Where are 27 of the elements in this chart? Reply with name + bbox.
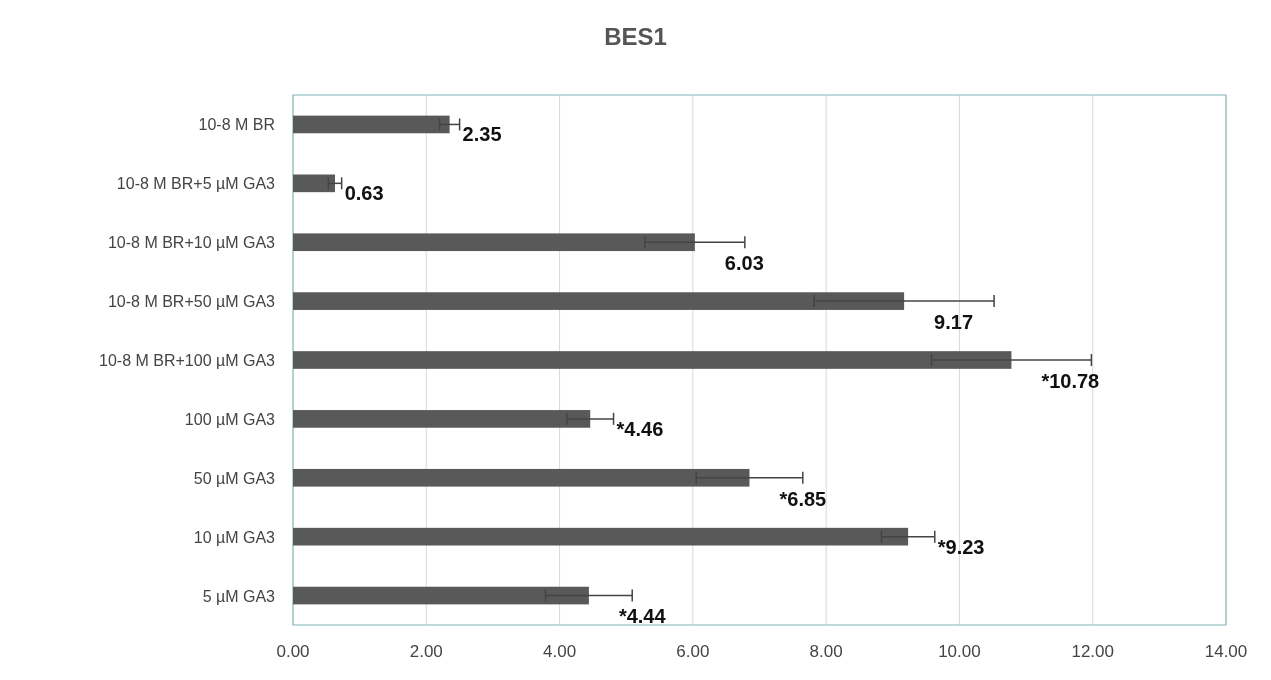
x-tick-label: 4.00 xyxy=(543,642,577,661)
y-tick-label: 10-8 M BR+100 µM GA3 xyxy=(99,352,276,369)
data-label: *10.78 xyxy=(1041,369,1100,392)
chart-title: BES1 xyxy=(604,23,667,50)
x-tick-label: 8.00 xyxy=(809,642,843,661)
data-label: *6.85 xyxy=(779,487,827,510)
data-label: *9.23 xyxy=(937,535,985,558)
x-tick-label: 10.00 xyxy=(938,642,981,661)
y-tick-label: 10-8 M BR+50 µM GA3 xyxy=(107,293,276,311)
y-tick-label: 100 µM GA3 xyxy=(184,410,276,428)
x-tick-label: 6.00 xyxy=(676,642,710,661)
y-tick-label: 10-8 M BR+10 µM GA3 xyxy=(107,234,276,252)
y-tick-label: 5 µM GA3 xyxy=(202,587,276,605)
x-tick-label: 0.00 xyxy=(276,642,310,661)
data-label: 9.17 xyxy=(934,310,974,333)
y-tick-label: 50 µM GA3 xyxy=(193,469,276,487)
data-label: *4.44 xyxy=(618,605,667,628)
x-tick-label: 12.00 xyxy=(1071,642,1114,661)
data-label: 0.63 xyxy=(344,182,384,205)
data-label: 6.03 xyxy=(724,252,764,275)
data-label: *4.46 xyxy=(616,417,664,440)
data-label: 2.35 xyxy=(462,123,502,146)
x-tick-label: 2.00 xyxy=(409,642,443,661)
y-tick-label: 10 µM GA3 xyxy=(193,528,276,546)
y-tick-label: 10-8 M BR xyxy=(198,116,275,134)
x-tick-label: 14.00 xyxy=(1204,642,1248,661)
y-tick-label: 10-8 M BR+5 µM GA3 xyxy=(116,175,276,193)
